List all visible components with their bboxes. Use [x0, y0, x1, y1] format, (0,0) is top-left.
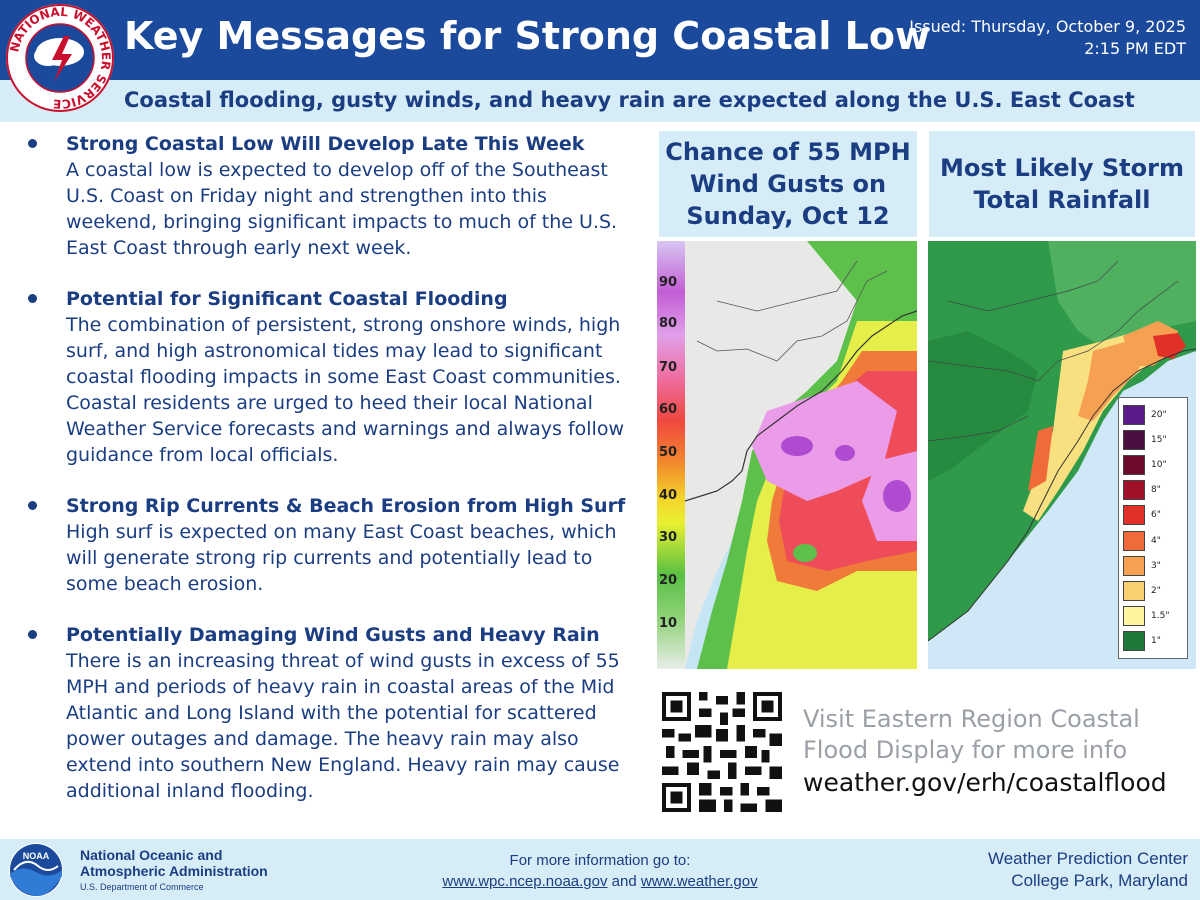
key-message-2: Potential for Significant Coastal Floodi…	[24, 287, 634, 468]
wpc-line-2: College Park, Maryland	[988, 870, 1188, 892]
legend-item: 20"	[1123, 402, 1183, 427]
wpc-link[interactable]: www.wpc.ncep.noaa.gov	[442, 873, 607, 890]
legend-label: 1"	[1151, 636, 1161, 646]
noaa-name-line-1: National Oceanic and	[80, 847, 268, 863]
legend-swatch	[1123, 606, 1145, 626]
noaa-name: National Oceanic and Atmospheric Adminis…	[80, 847, 268, 879]
rainfall-map: 20" 15" 10" 8" 6" 4" 3" 2" 1.5" 1"	[928, 241, 1196, 669]
key-message-3: Strong Rip Currents & Beach Erosion from…	[24, 494, 634, 597]
legend-item: 15"	[1123, 427, 1183, 452]
legend-swatch	[1123, 405, 1145, 425]
legend-item: 1.5"	[1123, 604, 1183, 629]
more-info-block: For more information go to: www.wpc.ncep…	[380, 850, 820, 892]
page-subtitle: Coastal flooding, gusty winds, and heavy…	[124, 88, 1135, 112]
legend-swatch	[1123, 505, 1145, 525]
legend-label: 2"	[1151, 586, 1161, 596]
scale-label-90: 90	[659, 275, 677, 290]
page-title: Key Messages for Strong Coastal Low	[124, 14, 930, 58]
scale-label-20: 20	[659, 573, 677, 588]
noaa-department: U.S. Department of Commerce	[80, 882, 204, 892]
legend-label: 3"	[1151, 561, 1161, 571]
legend-item: 1"	[1123, 629, 1183, 654]
key-messages-list: Strong Coastal Low Will Develop Late Thi…	[24, 132, 634, 830]
message-heading: Strong Coastal Low Will Develop Late Thi…	[66, 132, 634, 157]
legend-swatch	[1123, 455, 1145, 475]
noaa-name-line-2: Atmospheric Administration	[80, 863, 268, 879]
issued-time: 2:15 PM EDT	[909, 38, 1186, 60]
bullet-icon	[28, 294, 37, 303]
legend-label: 4"	[1151, 536, 1161, 546]
wind-gust-map-image	[657, 241, 917, 669]
legend-swatch	[1123, 581, 1145, 601]
legend-swatch	[1123, 631, 1145, 651]
visit-line-2: Flood Display for more info	[803, 735, 1140, 766]
scale-label-70: 70	[659, 360, 677, 375]
noaa-logo: NOAA	[8, 842, 64, 898]
bullet-icon	[28, 501, 37, 510]
key-message-1: Strong Coastal Low Will Develop Late Thi…	[24, 132, 634, 261]
issued-date: Issued: Thursday, October 9, 2025	[909, 16, 1186, 38]
visit-promo-text: Visit Eastern Region Coastal Flood Displ…	[803, 704, 1140, 766]
legend-swatch	[1123, 556, 1145, 576]
scale-label-30: 30	[659, 530, 677, 545]
key-message-4: Potentially Damaging Wind Gusts and Heav…	[24, 623, 634, 804]
message-body: There is an increasing threat of wind gu…	[66, 648, 634, 804]
weather-gov-link[interactable]: www.weather.gov	[641, 873, 758, 890]
legend-label: 6"	[1151, 510, 1161, 520]
wpc-credit: Weather Prediction Center College Park, …	[988, 848, 1188, 892]
rain-map-title: Most Likely Storm Total Rainfall	[929, 131, 1195, 237]
legend-item: 2"	[1123, 578, 1183, 603]
legend-item: 3"	[1123, 553, 1183, 578]
and-text: and	[612, 873, 637, 890]
legend-label: 10"	[1151, 460, 1167, 470]
message-body: A coastal low is expected to develop off…	[66, 157, 634, 261]
message-heading: Strong Rip Currents & Beach Erosion from…	[66, 494, 634, 519]
scale-label-50: 50	[659, 445, 677, 460]
subtitle-bar: Coastal flooding, gusty winds, and heavy…	[0, 80, 1200, 122]
header-bar: Key Messages for Strong Coastal Low Issu…	[0, 0, 1200, 80]
bullet-icon	[28, 139, 37, 148]
rainfall-legend: 20" 15" 10" 8" 6" 4" 3" 2" 1.5" 1"	[1118, 397, 1188, 659]
legend-swatch	[1123, 531, 1145, 551]
legend-item: 10"	[1123, 452, 1183, 477]
more-info-label: For more information go to:	[380, 850, 820, 871]
scale-label-60: 60	[659, 402, 677, 417]
legend-swatch	[1123, 430, 1145, 450]
message-body: High surf is expected on many East Coast…	[66, 519, 634, 597]
wind-map-title: Chance of 55 MPH Wind Gusts on Sunday, O…	[659, 131, 917, 237]
visit-line-1: Visit Eastern Region Coastal	[803, 704, 1140, 735]
more-info-links: www.wpc.ncep.noaa.gov and www.weather.go…	[380, 871, 820, 892]
legend-item: 4"	[1123, 528, 1183, 553]
wind-gust-map: 90 80 70 60 50 40 30 20 10	[657, 241, 917, 669]
scale-label-40: 40	[659, 488, 677, 503]
noaa-logo-text: NOAA	[23, 851, 50, 861]
qr-code-icon[interactable]	[662, 692, 782, 812]
message-heading: Potential for Significant Coastal Floodi…	[66, 287, 634, 312]
legend-swatch	[1123, 480, 1145, 500]
message-heading: Potentially Damaging Wind Gusts and Heav…	[66, 623, 634, 648]
nws-logo: NATIONAL WEATHER SERVICE	[4, 2, 116, 114]
legend-label: 20"	[1151, 410, 1167, 420]
legend-label: 1.5"	[1151, 611, 1169, 621]
message-body: The combination of persistent, strong on…	[66, 312, 634, 468]
wpc-line-1: Weather Prediction Center	[988, 848, 1188, 870]
legend-item: 8"	[1123, 478, 1183, 503]
bullet-icon	[28, 630, 37, 639]
scale-label-10: 10	[659, 616, 677, 631]
scale-label-80: 80	[659, 316, 677, 331]
coastal-flood-url[interactable]: weather.gov/erh/coastalflood	[803, 768, 1167, 797]
legend-label: 15"	[1151, 435, 1167, 445]
legend-label: 8"	[1151, 485, 1161, 495]
issued-timestamp: Issued: Thursday, October 9, 2025 2:15 P…	[909, 16, 1186, 60]
legend-item: 6"	[1123, 503, 1183, 528]
